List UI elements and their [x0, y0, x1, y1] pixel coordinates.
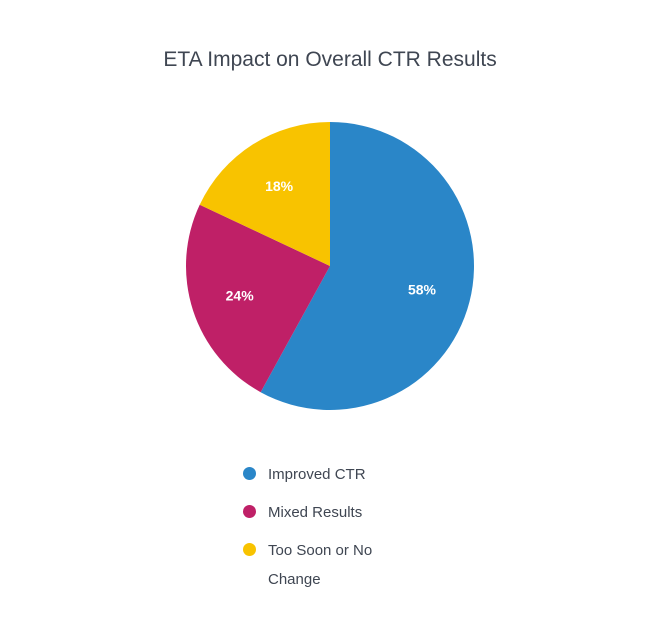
pie-slice-mixed-results[interactable]	[185, 204, 330, 393]
legend-swatch-improved-ctr	[243, 467, 256, 480]
legend-swatch-too-soon	[243, 543, 256, 556]
legend-swatch-mixed-results	[243, 505, 256, 518]
legend-label: Mixed Results	[268, 504, 363, 521]
data-label-too-soon: 18%	[265, 178, 294, 194]
legend-label: Improved CTR	[268, 466, 366, 483]
legend-item-mixed-results[interactable]: Mixed Results	[243, 498, 443, 527]
chart-title: ETA Impact on Overall CTR Results	[163, 48, 497, 71]
pie-slice-too-soon[interactable]	[199, 122, 330, 266]
data-label-mixed-results: 24%	[226, 287, 255, 303]
legend-item-improved-ctr[interactable]: Improved CTR	[243, 460, 443, 489]
data-label-improved-ctr: 58%	[408, 282, 437, 298]
pie-slice-improved-ctr[interactable]	[260, 122, 474, 410]
chart-legend: Improved CTR Mixed Results Too Soon or N…	[243, 460, 443, 603]
legend-item-too-soon[interactable]: Too Soon or No Change	[243, 536, 443, 594]
legend-label: Too Soon or No Change	[268, 542, 373, 588]
